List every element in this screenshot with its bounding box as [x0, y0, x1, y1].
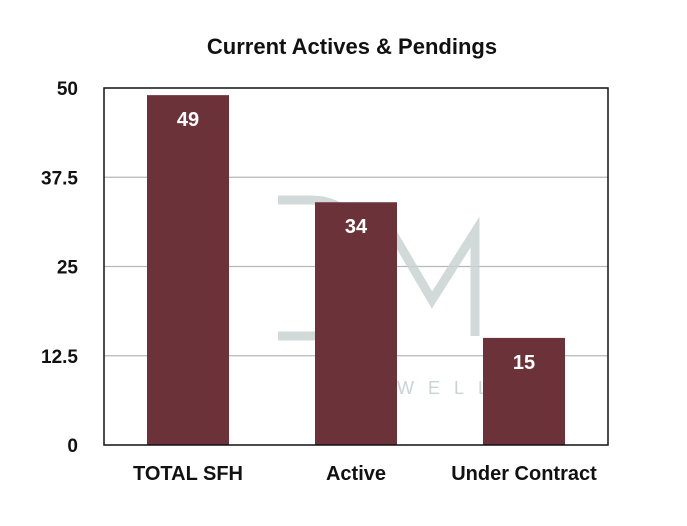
data-label: 49: [177, 109, 199, 131]
x-category-label: Active: [326, 463, 386, 485]
x-axis-categories: TOTAL SFH Active Under Contract: [133, 463, 597, 485]
y-tick-label: 25: [57, 258, 79, 279]
y-axis-ticks: 0 12.5 25 37.5 50: [41, 79, 78, 457]
data-label: 34: [345, 216, 368, 238]
bar-total-sfh: [147, 95, 229, 445]
bar-under-contract: [483, 337, 565, 445]
chart-title: Current Actives & Pendings: [207, 34, 497, 59]
watermark-m-shape: [387, 215, 480, 336]
x-category-label: Under Contract: [451, 463, 597, 485]
bar-series: [147, 95, 565, 445]
x-category-label: TOTAL SFH: [133, 463, 243, 485]
y-tick-label: 50: [57, 79, 78, 100]
y-tick-label: 12.5: [41, 347, 78, 368]
data-label: 15: [513, 352, 535, 374]
y-tick-label: 37.5: [41, 168, 78, 189]
data-labels: 49 34 15: [177, 109, 535, 374]
y-tick-label: 0: [67, 436, 78, 457]
plot-frame: [103, 87, 609, 446]
bar-active: [315, 202, 397, 445]
